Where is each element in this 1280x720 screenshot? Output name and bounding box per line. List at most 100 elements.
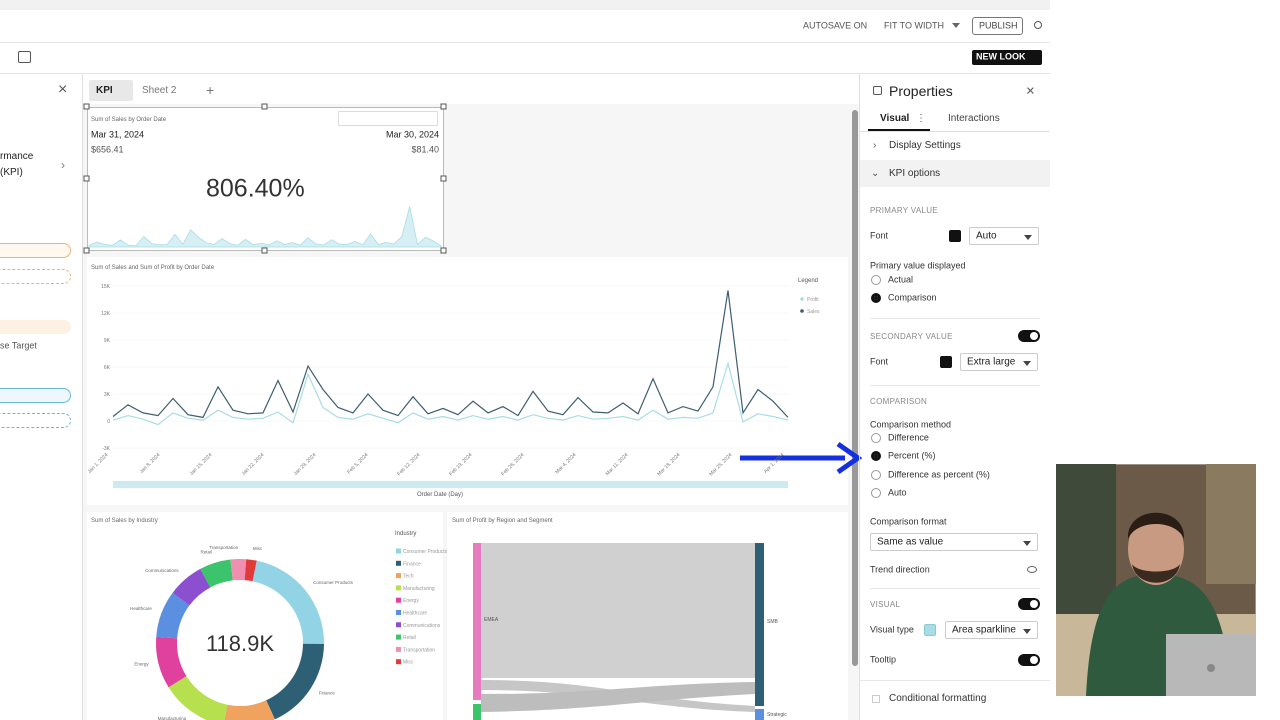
tab[interactable]: Sheet 2 [142,85,177,96]
radio[interactable] [871,470,881,480]
color-swatch[interactable] [924,624,936,636]
toggle[interactable] [1018,330,1040,342]
drop-zone[interactable] [0,320,71,334]
chevron[interactable]: › [61,158,65,172]
radio[interactable] [871,275,881,285]
radio-label[interactable]: Comparison [888,292,937,303]
add-tab[interactable]: + [206,82,215,98]
color-swatch[interactable] [949,230,961,242]
chart-title: Sum of Sales and Sum of Profit by Order … [91,265,215,271]
kpi-left-date: Mar 31, 2024 [91,129,145,140]
chart-title: Sum of Profit by Region and Segment [452,518,553,524]
dropdown-value: Same as value [877,536,944,548]
section[interactable]: Display Settings [889,140,961,151]
field-pill[interactable] [0,388,71,403]
tab-menu[interactable]: ⋮ [916,113,926,124]
kpi-left-value: $656.41 [91,144,124,155]
radio[interactable] [871,451,881,461]
legend-title: Legend [798,278,819,284]
panel-border [859,74,860,720]
chart-title: Sum of Sales by Industry [91,518,158,524]
radio[interactable] [871,488,881,498]
label: Comparison method [870,419,952,430]
label: Font [870,356,889,367]
tab[interactable]: Interactions [948,113,1000,124]
radio-label[interactable]: Difference as percent (%) [888,469,990,480]
panel-title: Properties [889,83,953,99]
drop-zone[interactable] [0,413,71,428]
divider [870,318,1040,319]
close-icon[interactable]: × [1026,82,1035,100]
radio-label[interactable]: Difference [888,432,929,443]
hair [1127,512,1185,539]
divider [0,73,1050,74]
label: Tooltip [870,654,897,665]
autosave[interactable]: AUTOSAVE ON [803,20,868,31]
line-visual[interactable] [87,257,848,505]
tab-active[interactable] [89,80,133,101]
dropdown[interactable]: Extra large [960,353,1038,371]
publish-label: PUBLISH [979,20,1018,31]
sankey-visual[interactable] [447,512,848,720]
tab[interactable]: KPI [96,85,113,96]
panel-item: (KPI) [0,167,23,178]
section-header: VISUAL [870,600,901,609]
dropdown[interactable]: Same as value [870,533,1038,551]
drop-zone[interactable] [0,269,71,284]
caret [952,23,960,32]
close-icon[interactable]: × [58,81,68,98]
dropdown-value: Auto [976,230,997,242]
color-swatch[interactable] [940,356,952,368]
radio[interactable] [871,293,881,303]
visual-toolbar[interactable] [338,111,438,126]
label: Trend direction [870,564,930,575]
divider [870,385,1040,386]
toggle[interactable] [1018,654,1040,666]
panel-item: se Target [0,340,37,351]
divider [860,680,1050,681]
divider [0,42,1050,43]
divider [870,588,1040,589]
section-header: COMPARISON [870,397,928,406]
tab-underline [868,129,930,131]
section-active[interactable] [860,160,1050,187]
label: Comparison format [870,516,947,527]
window [1206,464,1256,584]
chevron[interactable]: ⌄ [871,168,880,179]
label: Visual type [870,624,914,635]
radio-label[interactable]: Auto [888,487,907,498]
radio-label[interactable]: Percent (%) [888,450,936,461]
new-look-badge[interactable]: NEW LOOK [972,50,1042,65]
panel-icon [873,86,882,95]
kpi-right-value: $81.40 [411,144,439,155]
dropdown[interactable]: Area sparkline [945,621,1038,639]
scrollbar[interactable] [852,110,858,666]
fit-to-width[interactable]: FIT TO WIDTH [884,20,944,31]
radio-label[interactable]: Actual [888,274,914,285]
tab[interactable]: Visual [880,113,910,124]
field-pill[interactable] [0,243,71,258]
user-icon[interactable] [1034,21,1042,29]
range-slider[interactable] [113,481,788,488]
section-header: PRIMARY VALUE [870,206,938,215]
publish-button[interactable]: PUBLISH [972,17,1023,35]
beard [1132,564,1180,583]
label: Primary value displayed [870,260,966,271]
section[interactable]: KPI options [889,168,941,179]
image-icon[interactable] [18,51,31,63]
dropdown-value: Extra large [967,356,1016,368]
radio[interactable] [871,433,881,443]
face [1128,513,1184,585]
kpi-title: Sum of Sales by Order Date [91,117,167,123]
chevron[interactable]: › [873,140,877,151]
legend-title: Industry [395,531,417,537]
dropdown[interactable]: Auto [969,227,1039,245]
new-look-label: NEW LOOK [976,51,1026,62]
eye-icon[interactable] [1027,566,1037,573]
section-header: SECONDARY VALUE [870,332,953,341]
section[interactable]: Conditional formatting [889,693,987,704]
donut-visual[interactable] [87,512,443,720]
icon [872,695,880,703]
toggle[interactable] [1018,598,1040,610]
